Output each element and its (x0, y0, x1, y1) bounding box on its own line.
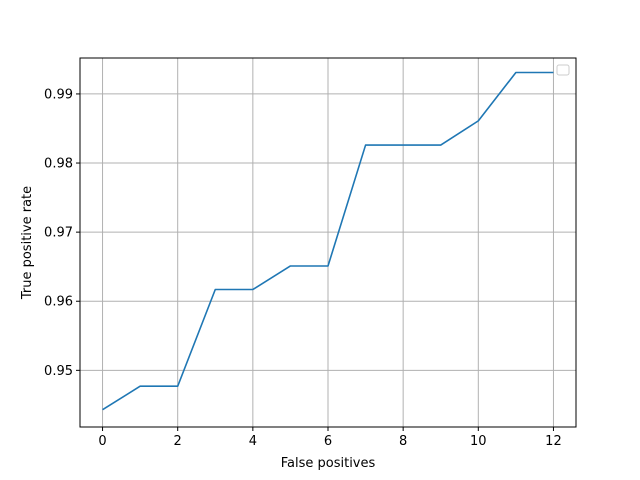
x-axis-ticks: 0 2 4 6 8 10 12 (98, 427, 562, 449)
legend-box (556, 64, 570, 76)
grid-lines (80, 58, 576, 427)
x-axis-label: False positives (281, 456, 376, 471)
y-axis-label: True positive rate (20, 186, 35, 300)
x-tick-label: 4 (249, 434, 257, 449)
x-tick-label: 12 (545, 434, 562, 449)
y-tick-label: 0.97 (44, 226, 73, 241)
x-tick-label: 6 (324, 434, 332, 449)
y-tick-label: 0.98 (44, 157, 73, 172)
x-tick-label: 10 (470, 434, 487, 449)
y-tick-label: 0.99 (44, 87, 73, 102)
data-series (102, 71, 554, 411)
y-tick-label: 0.95 (44, 364, 73, 379)
y-axis-ticks: 0.95 0.96 0.97 0.98 0.99 (44, 87, 80, 379)
x-tick-label: 2 (174, 434, 182, 449)
x-tick-label: 8 (399, 434, 407, 449)
y-tick-label: 0.96 (44, 295, 73, 310)
series-line (102, 71, 554, 411)
x-tick-label: 0 (98, 434, 106, 449)
